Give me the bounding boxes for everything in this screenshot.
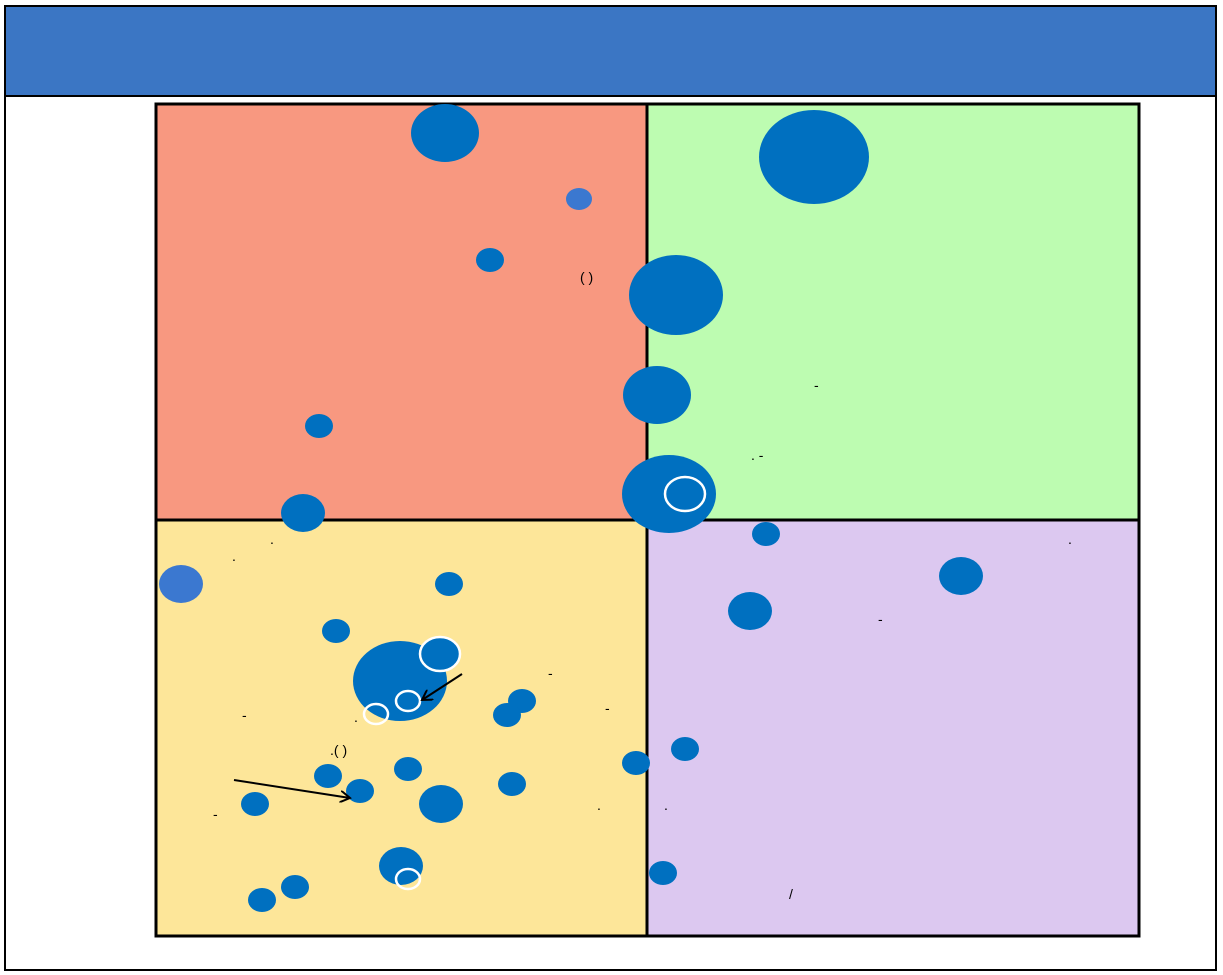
bubble: [346, 779, 374, 803]
label: .: [1068, 531, 1072, 547]
bubble: [241, 792, 269, 816]
label: -: [242, 707, 247, 723]
label: /: [789, 886, 793, 902]
bubble: [476, 248, 504, 272]
label: -: [213, 806, 218, 822]
label: .: [354, 709, 358, 725]
arrow: [422, 673, 463, 700]
bubble: [435, 572, 463, 596]
bubble: [622, 455, 716, 533]
label: -: [548, 665, 553, 681]
quadrant-bottom-right: [647, 520, 1139, 936]
bubble: [411, 104, 479, 162]
highlight-ring: [362, 702, 390, 726]
label: . -: [751, 447, 764, 463]
quadrant-top-left: [156, 104, 647, 520]
bubble: [419, 785, 463, 823]
bubble: [394, 757, 422, 781]
bubble: [314, 764, 342, 788]
bubble: [623, 366, 691, 424]
bubble: [493, 703, 521, 727]
bubble: [281, 875, 309, 899]
quadrant-top-right: [647, 104, 1139, 520]
bubble: [498, 772, 526, 796]
bubble: [622, 751, 650, 775]
bubble: [629, 255, 723, 335]
bubble: [159, 565, 203, 603]
label: .: [232, 548, 236, 564]
highlight-ring: [394, 867, 422, 891]
bubble: [939, 557, 983, 595]
bubble: [305, 414, 333, 438]
bubble: [759, 110, 869, 204]
highlight-ring: [394, 689, 422, 713]
bubble: [420, 637, 460, 671]
highlight-ring: [418, 635, 462, 673]
bubble: [728, 592, 772, 630]
label: ( ): [580, 269, 593, 285]
label: -: [814, 377, 819, 393]
label: -: [878, 611, 883, 627]
bubble: [248, 888, 276, 912]
bubble: [281, 494, 325, 532]
arrow: [233, 779, 350, 798]
bubble: [566, 188, 592, 210]
label: .( ): [330, 742, 347, 758]
label: -: [605, 700, 610, 716]
title-bar: [4, 5, 1217, 97]
ring-layer: [362, 475, 707, 891]
label: .: [270, 531, 274, 547]
bubble: [322, 619, 350, 643]
label-layer: ( ) - . - . . . - - - . - .( ) - . . /: [213, 269, 1072, 902]
label: .: [664, 797, 668, 813]
bubble: [752, 522, 780, 546]
bubble: [649, 861, 677, 885]
highlight-ring: [663, 475, 707, 513]
bubble: [379, 847, 423, 885]
label: .: [597, 797, 601, 813]
bubble: [671, 737, 699, 761]
